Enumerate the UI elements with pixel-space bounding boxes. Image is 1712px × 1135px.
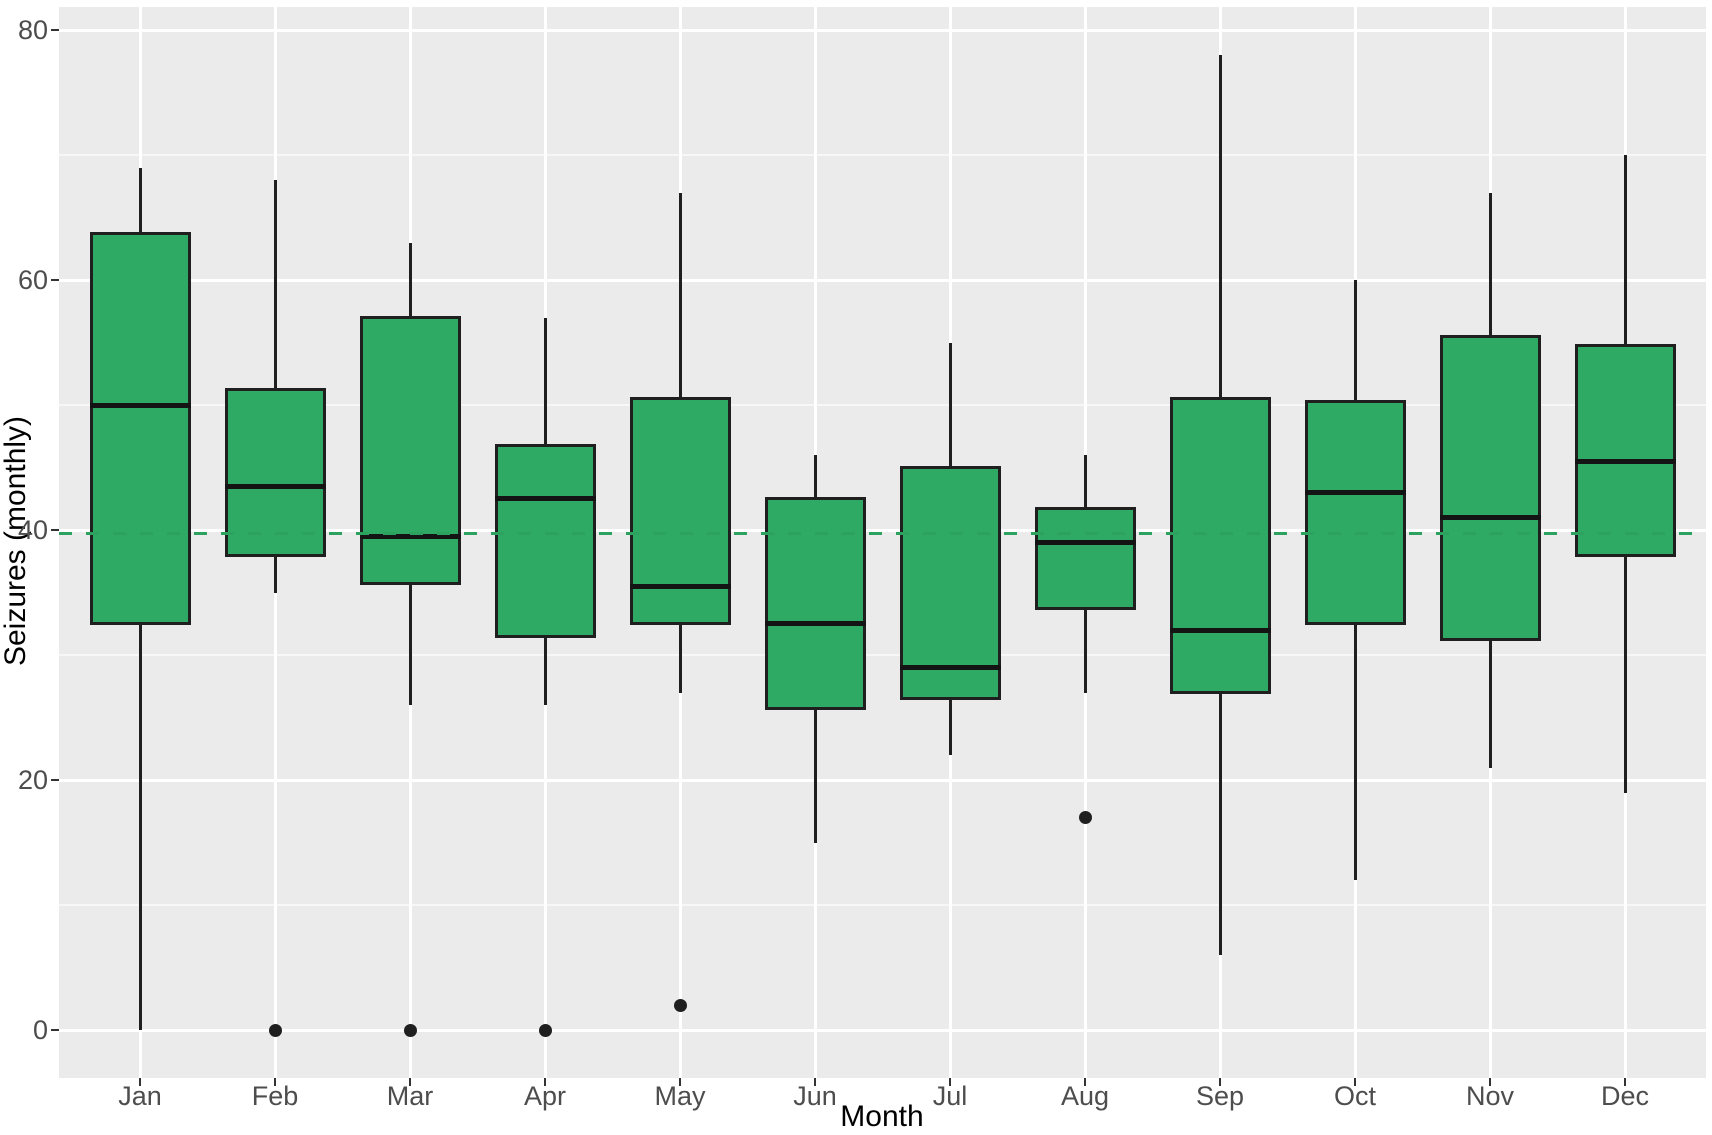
y-axis-tick-40 <box>51 529 59 531</box>
median-mar <box>359 533 461 539</box>
y-tick-label-60: 60 <box>17 265 48 295</box>
x-axis-tick-apr <box>544 1078 546 1086</box>
box-apr <box>494 444 596 638</box>
box-mar <box>359 316 461 585</box>
outlier-may <box>673 998 687 1012</box>
median-jan <box>89 402 191 408</box>
box-nov <box>1439 334 1541 641</box>
box-sep <box>1169 397 1271 694</box>
x-axis-tick-nov <box>1489 1078 1491 1086</box>
gridline-major-y0 <box>59 1028 1706 1032</box>
x-tick-label-sep: Sep <box>1195 1081 1245 1111</box>
x-tick-label-oct: Oct <box>1333 1081 1376 1111</box>
x-tick-label-jun: Jun <box>793 1081 837 1111</box>
gridline-major-y40 <box>59 528 1706 532</box>
x-tick-label-aug: Aug <box>1060 1081 1110 1111</box>
median-may <box>629 583 731 589</box>
x-axis-tick-mar <box>409 1078 411 1086</box>
median-dec <box>1574 458 1676 464</box>
box-dec <box>1574 344 1676 557</box>
x-tick-label-jul: Jul <box>932 1081 968 1111</box>
y-axis-tick-0 <box>51 1029 59 1031</box>
plot-panel <box>59 7 1706 1078</box>
y-axis-tick-80 <box>51 29 59 31</box>
x-tick-label-apr: Apr <box>523 1081 567 1111</box>
y-tick-label-80: 80 <box>17 15 48 45</box>
box-feb <box>224 387 326 557</box>
outlier-aug <box>1078 811 1092 824</box>
x-axis-tick-feb <box>274 1078 276 1086</box>
x-axis-tick-jun <box>814 1078 816 1086</box>
outlier-feb <box>268 1023 282 1037</box>
box-jul <box>899 466 1001 701</box>
gridline-major-y80 <box>59 28 1706 32</box>
x-axis-title: Month <box>840 1100 924 1133</box>
median-sep <box>1169 627 1271 633</box>
median-jul <box>899 665 1001 670</box>
gridline-major-y20 <box>59 778 1706 782</box>
x-tick-label-jan: Jan <box>118 1081 162 1111</box>
y-tick-label-20: 20 <box>17 765 48 795</box>
y-axis-tick-20 <box>51 779 59 781</box>
median-aug <box>1034 540 1136 545</box>
median-oct <box>1304 490 1406 495</box>
median-feb <box>224 483 326 489</box>
x-axis-tick-jul <box>949 1078 951 1086</box>
x-axis-tick-aug <box>1084 1078 1086 1086</box>
gridline-minor-y70 <box>59 154 1706 156</box>
outlier-apr <box>538 1023 552 1037</box>
outlier-mar <box>403 1023 417 1037</box>
gridline-minor-y30 <box>59 654 1706 656</box>
gridline-minor-y50 <box>59 404 1706 406</box>
box-may <box>629 397 731 626</box>
box-jun <box>764 497 866 710</box>
x-axis-tick-sep <box>1219 1078 1221 1086</box>
x-axis-tick-jan <box>139 1078 141 1086</box>
y-tick-label-40: 40 <box>17 515 48 545</box>
y-axis-tick-60 <box>51 279 59 281</box>
x-tick-label-dec: Dec <box>1600 1081 1649 1111</box>
x-tick-label-feb: Feb <box>251 1081 299 1111</box>
x-tick-label-nov: Nov <box>1465 1081 1514 1111</box>
y-tick-label-0: 0 <box>32 1015 48 1045</box>
x-axis-tick-may <box>679 1078 681 1086</box>
gridline-major-y60 <box>59 278 1706 282</box>
x-tick-label-mar: Mar <box>386 1081 434 1111</box>
median-apr <box>494 496 596 502</box>
x-axis-tick-oct <box>1354 1078 1356 1086</box>
box-jan <box>89 231 191 626</box>
box-oct <box>1304 400 1406 626</box>
whisker-feb <box>273 180 277 593</box>
median-nov <box>1439 515 1541 520</box>
x-axis-tick-dec <box>1624 1078 1626 1086</box>
gridline-minor-y10 <box>59 904 1706 906</box>
box-aug <box>1034 506 1136 610</box>
median-jun <box>764 621 866 627</box>
x-tick-label-may: May <box>654 1081 706 1111</box>
reference-line <box>59 532 1706 536</box>
